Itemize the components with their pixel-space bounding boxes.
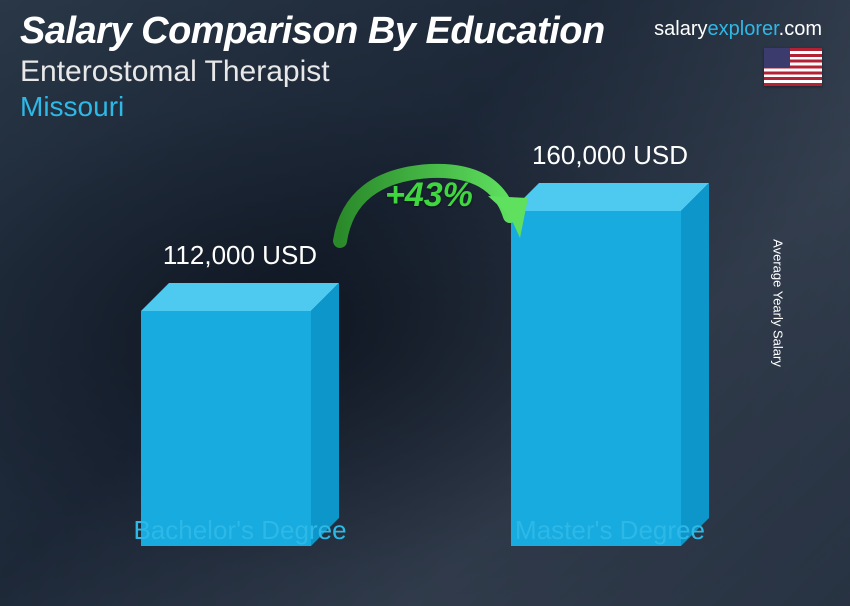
bar-chart: 112,000 USD Bachelor's Degree 160,000 US… [60,166,790,586]
brand-part2: explorer [708,18,779,40]
brand-part3: .com [779,18,822,40]
flag-icon [764,48,822,86]
brand-part1: salary [654,18,707,40]
bar3d [141,283,339,546]
bar-label: Master's Degree [460,515,760,546]
chart-subtitle: Enterostomal Therapist [20,55,830,89]
increase-percentage: +43% [385,176,473,215]
increase-arrow-icon [310,156,550,276]
bar-label: Bachelor's Degree [90,515,390,546]
chart-location: Missouri [20,91,830,123]
brand-logo: salaryexplorer.com [654,18,822,41]
